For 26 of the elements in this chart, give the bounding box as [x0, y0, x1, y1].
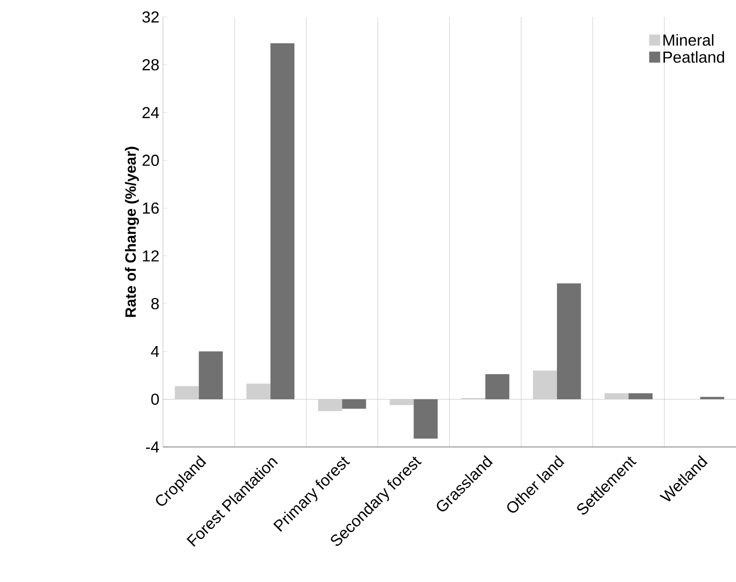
legend-label: Mineral — [663, 34, 714, 46]
bar — [532, 370, 557, 400]
y-axis-title: Rate of Change (%/year) — [124, 146, 139, 317]
bar — [246, 384, 270, 400]
bar — [414, 399, 438, 439]
bar — [198, 351, 223, 400]
y-tick-label: 12 — [142, 250, 159, 262]
bar — [556, 283, 581, 400]
bar — [174, 386, 199, 400]
bar — [604, 393, 629, 400]
y-tick-label: 16 — [142, 202, 159, 214]
y-tick-label: 24 — [142, 106, 160, 118]
y-tick-label: 8 — [151, 298, 159, 310]
y-tick-label: 4 — [150, 346, 160, 357]
legend-label: Peatland — [663, 51, 724, 63]
y-tick-label: -4 — [146, 441, 160, 452]
bar — [318, 399, 342, 412]
y-tick-label: 32 — [142, 11, 159, 23]
bar — [485, 374, 510, 400]
y-tick-label: 20 — [142, 154, 159, 166]
bar — [342, 399, 366, 409]
bar — [390, 399, 414, 406]
bar — [270, 43, 294, 400]
y-tick-label: 0 — [151, 394, 159, 405]
bar — [628, 393, 653, 400]
y-tick-label: 28 — [142, 59, 159, 70]
